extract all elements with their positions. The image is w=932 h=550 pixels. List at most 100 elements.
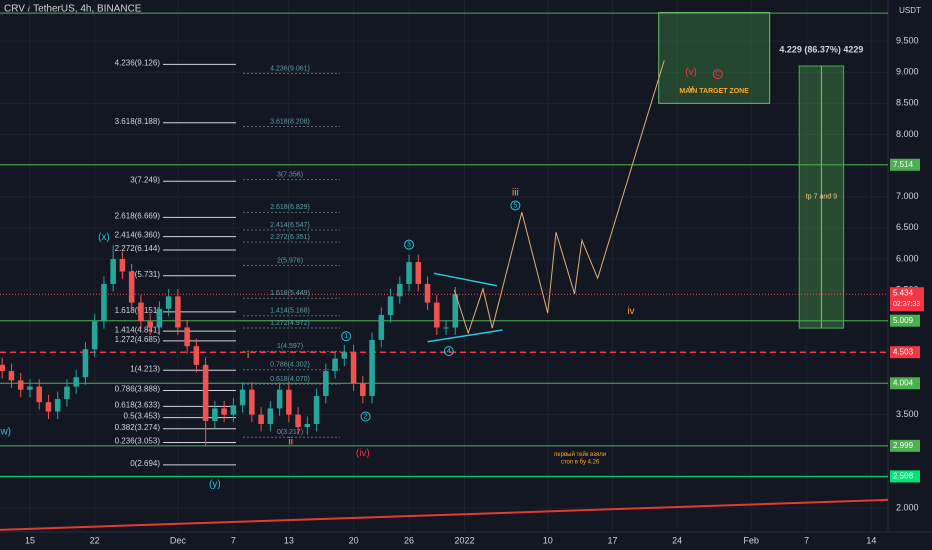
candle-body: [36, 386, 42, 403]
candle-body: [304, 423, 311, 428]
wave-label: (v): [685, 67, 697, 78]
y-tick-label: 3.500: [896, 409, 919, 419]
level-badge: [890, 158, 920, 171]
wave-label: 1: [344, 333, 348, 340]
candle-body: [156, 308, 163, 328]
fib-label: 0.618(3.633): [115, 400, 161, 409]
y-tick-label: 2.000: [896, 502, 919, 512]
fib-label: 2.618(6.829): [270, 204, 310, 211]
fib-label: 1.272(4.972): [270, 320, 310, 327]
candle-body: [443, 327, 449, 329]
candle-body: [17, 380, 24, 390]
candle-body: [119, 258, 126, 272]
fib-label: 0.786(4.302): [270, 362, 310, 369]
candle-body: [360, 383, 366, 396]
x-tick-label: 7: [231, 535, 236, 545]
level-badge: [890, 470, 920, 483]
candle-body: [406, 262, 412, 284]
candle-body: [138, 302, 144, 322]
candle-body: [110, 258, 116, 284]
candle-body: [369, 339, 375, 396]
fib-label: 0(2.694): [130, 459, 160, 468]
candle-body: [212, 408, 218, 421]
candle-body: [202, 364, 209, 421]
wave-circle: [510, 200, 521, 211]
level-badge: [890, 377, 920, 390]
fib-label: 2.272(6.351): [270, 234, 310, 241]
x-tick-label: 26: [404, 535, 414, 545]
x-tick-label: 10: [543, 535, 553, 545]
candle-body: [387, 296, 394, 316]
target-note: tp 7 and 9: [806, 194, 837, 201]
fib-label: 1.414(4.841): [115, 325, 161, 334]
candle-body: [267, 408, 274, 424]
candle-body: [397, 283, 403, 297]
current-price: 5.434: [893, 288, 914, 297]
wave-label: 3: [407, 242, 411, 249]
candle-body: [165, 296, 172, 309]
target-title: 4.229 (86.37%) 4229: [779, 44, 863, 54]
price-badge: [890, 287, 924, 312]
candle-body: [147, 321, 153, 328]
y-tick-label: 8.000: [896, 129, 919, 139]
fib-label: 3(7.249): [130, 175, 160, 184]
wave-label: 5: [513, 202, 517, 209]
fib-label: 0.5(3.453): [124, 412, 161, 421]
x-tick-label: 24: [672, 535, 682, 545]
wave-label: (iv): [356, 448, 370, 459]
fib-label: 0.618(4.070): [270, 376, 310, 383]
level-label: 4.004: [893, 378, 914, 387]
candle-body: [332, 358, 338, 372]
candle-body: [452, 294, 459, 328]
y-tick-label: 7.000: [896, 191, 919, 201]
fib-label: 1(4.597): [277, 343, 303, 350]
x-tick-label: 15: [25, 535, 35, 545]
triangle-line: [427, 329, 503, 343]
level-badge: [890, 314, 920, 327]
x-tick-label: 7: [804, 535, 809, 545]
fib-label: 2(5.976): [277, 257, 303, 264]
fib-label: 2(5.731): [130, 270, 160, 279]
candle-body: [193, 346, 200, 365]
fib-label: 1.618(5.449): [270, 290, 310, 297]
wave-label: v: [689, 84, 694, 95]
price-axis: [888, 0, 932, 550]
candle-body: [415, 262, 422, 284]
x-tick-label: 17: [607, 535, 617, 545]
wave-label: C: [715, 71, 720, 78]
fib-label: 4.236(9.061): [270, 65, 310, 72]
wave-label: 4: [447, 348, 451, 355]
note: стоп в бу 4.26: [561, 460, 600, 466]
fib-label: 1.618(5.151): [115, 306, 161, 315]
fib-label: 1(4.213): [130, 364, 160, 373]
target-zone-label: MAIN TARGET ZONE: [679, 88, 749, 95]
candle-body: [313, 395, 320, 424]
candle-body: [45, 402, 52, 412]
wave-label: (y): [209, 479, 221, 490]
x-tick-label: 13: [284, 535, 294, 545]
fib-label: 2.414(6.360): [115, 231, 161, 240]
fib-label: 3(7.356): [277, 171, 303, 178]
fib-label: 2.618(6.669): [115, 211, 161, 220]
y-tick-label: 6.000: [896, 253, 919, 263]
y-tick-label: 8.500: [896, 98, 919, 108]
candle-body: [249, 389, 255, 415]
candle-body: [128, 271, 135, 303]
projection: [453, 60, 665, 335]
candle-body: [434, 302, 440, 328]
candle-body: [82, 349, 89, 378]
candle-body: [27, 386, 33, 390]
chart-title: CRV / TetherUS, 4h, BINANCE: [4, 4, 142, 15]
y-tick-label: 9.000: [896, 67, 919, 77]
wave-label: 2: [364, 413, 368, 420]
x-tick-label: 2022: [455, 535, 475, 545]
candle-body: [8, 371, 15, 381]
wave-circle: [341, 331, 352, 342]
level-label: 2.999: [893, 441, 914, 450]
fib-label: 2.272(6.144): [115, 244, 161, 253]
candle-body: [258, 414, 264, 424]
x-tick-label: 14: [866, 535, 876, 545]
level-badge: [890, 346, 920, 359]
candle-body: [239, 389, 246, 406]
